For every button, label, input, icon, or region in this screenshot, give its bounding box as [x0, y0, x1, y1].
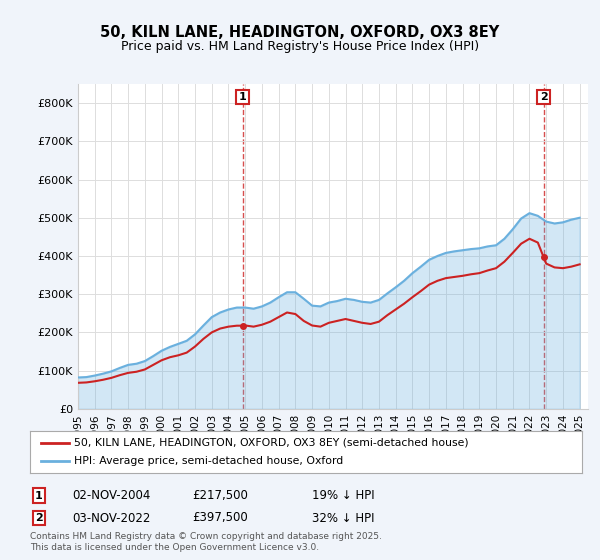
Text: 2: 2	[35, 513, 43, 523]
Text: 19% ↓ HPI: 19% ↓ HPI	[312, 489, 374, 502]
Text: 02-NOV-2004: 02-NOV-2004	[72, 489, 151, 502]
Text: 03-NOV-2022: 03-NOV-2022	[72, 511, 151, 525]
Text: Contains HM Land Registry data © Crown copyright and database right 2025.
This d: Contains HM Land Registry data © Crown c…	[30, 532, 382, 552]
Text: £397,500: £397,500	[192, 511, 248, 525]
Text: 2: 2	[539, 92, 547, 102]
Text: 1: 1	[35, 491, 43, 501]
Text: 50, KILN LANE, HEADINGTON, OXFORD, OX3 8EY: 50, KILN LANE, HEADINGTON, OXFORD, OX3 8…	[100, 25, 500, 40]
Text: 32% ↓ HPI: 32% ↓ HPI	[312, 511, 374, 525]
Text: Price paid vs. HM Land Registry's House Price Index (HPI): Price paid vs. HM Land Registry's House …	[121, 40, 479, 53]
Text: 50, KILN LANE, HEADINGTON, OXFORD, OX3 8EY (semi-detached house): 50, KILN LANE, HEADINGTON, OXFORD, OX3 8…	[74, 438, 469, 448]
Text: HPI: Average price, semi-detached house, Oxford: HPI: Average price, semi-detached house,…	[74, 456, 343, 466]
Text: 1: 1	[239, 92, 247, 102]
Text: £217,500: £217,500	[192, 489, 248, 502]
